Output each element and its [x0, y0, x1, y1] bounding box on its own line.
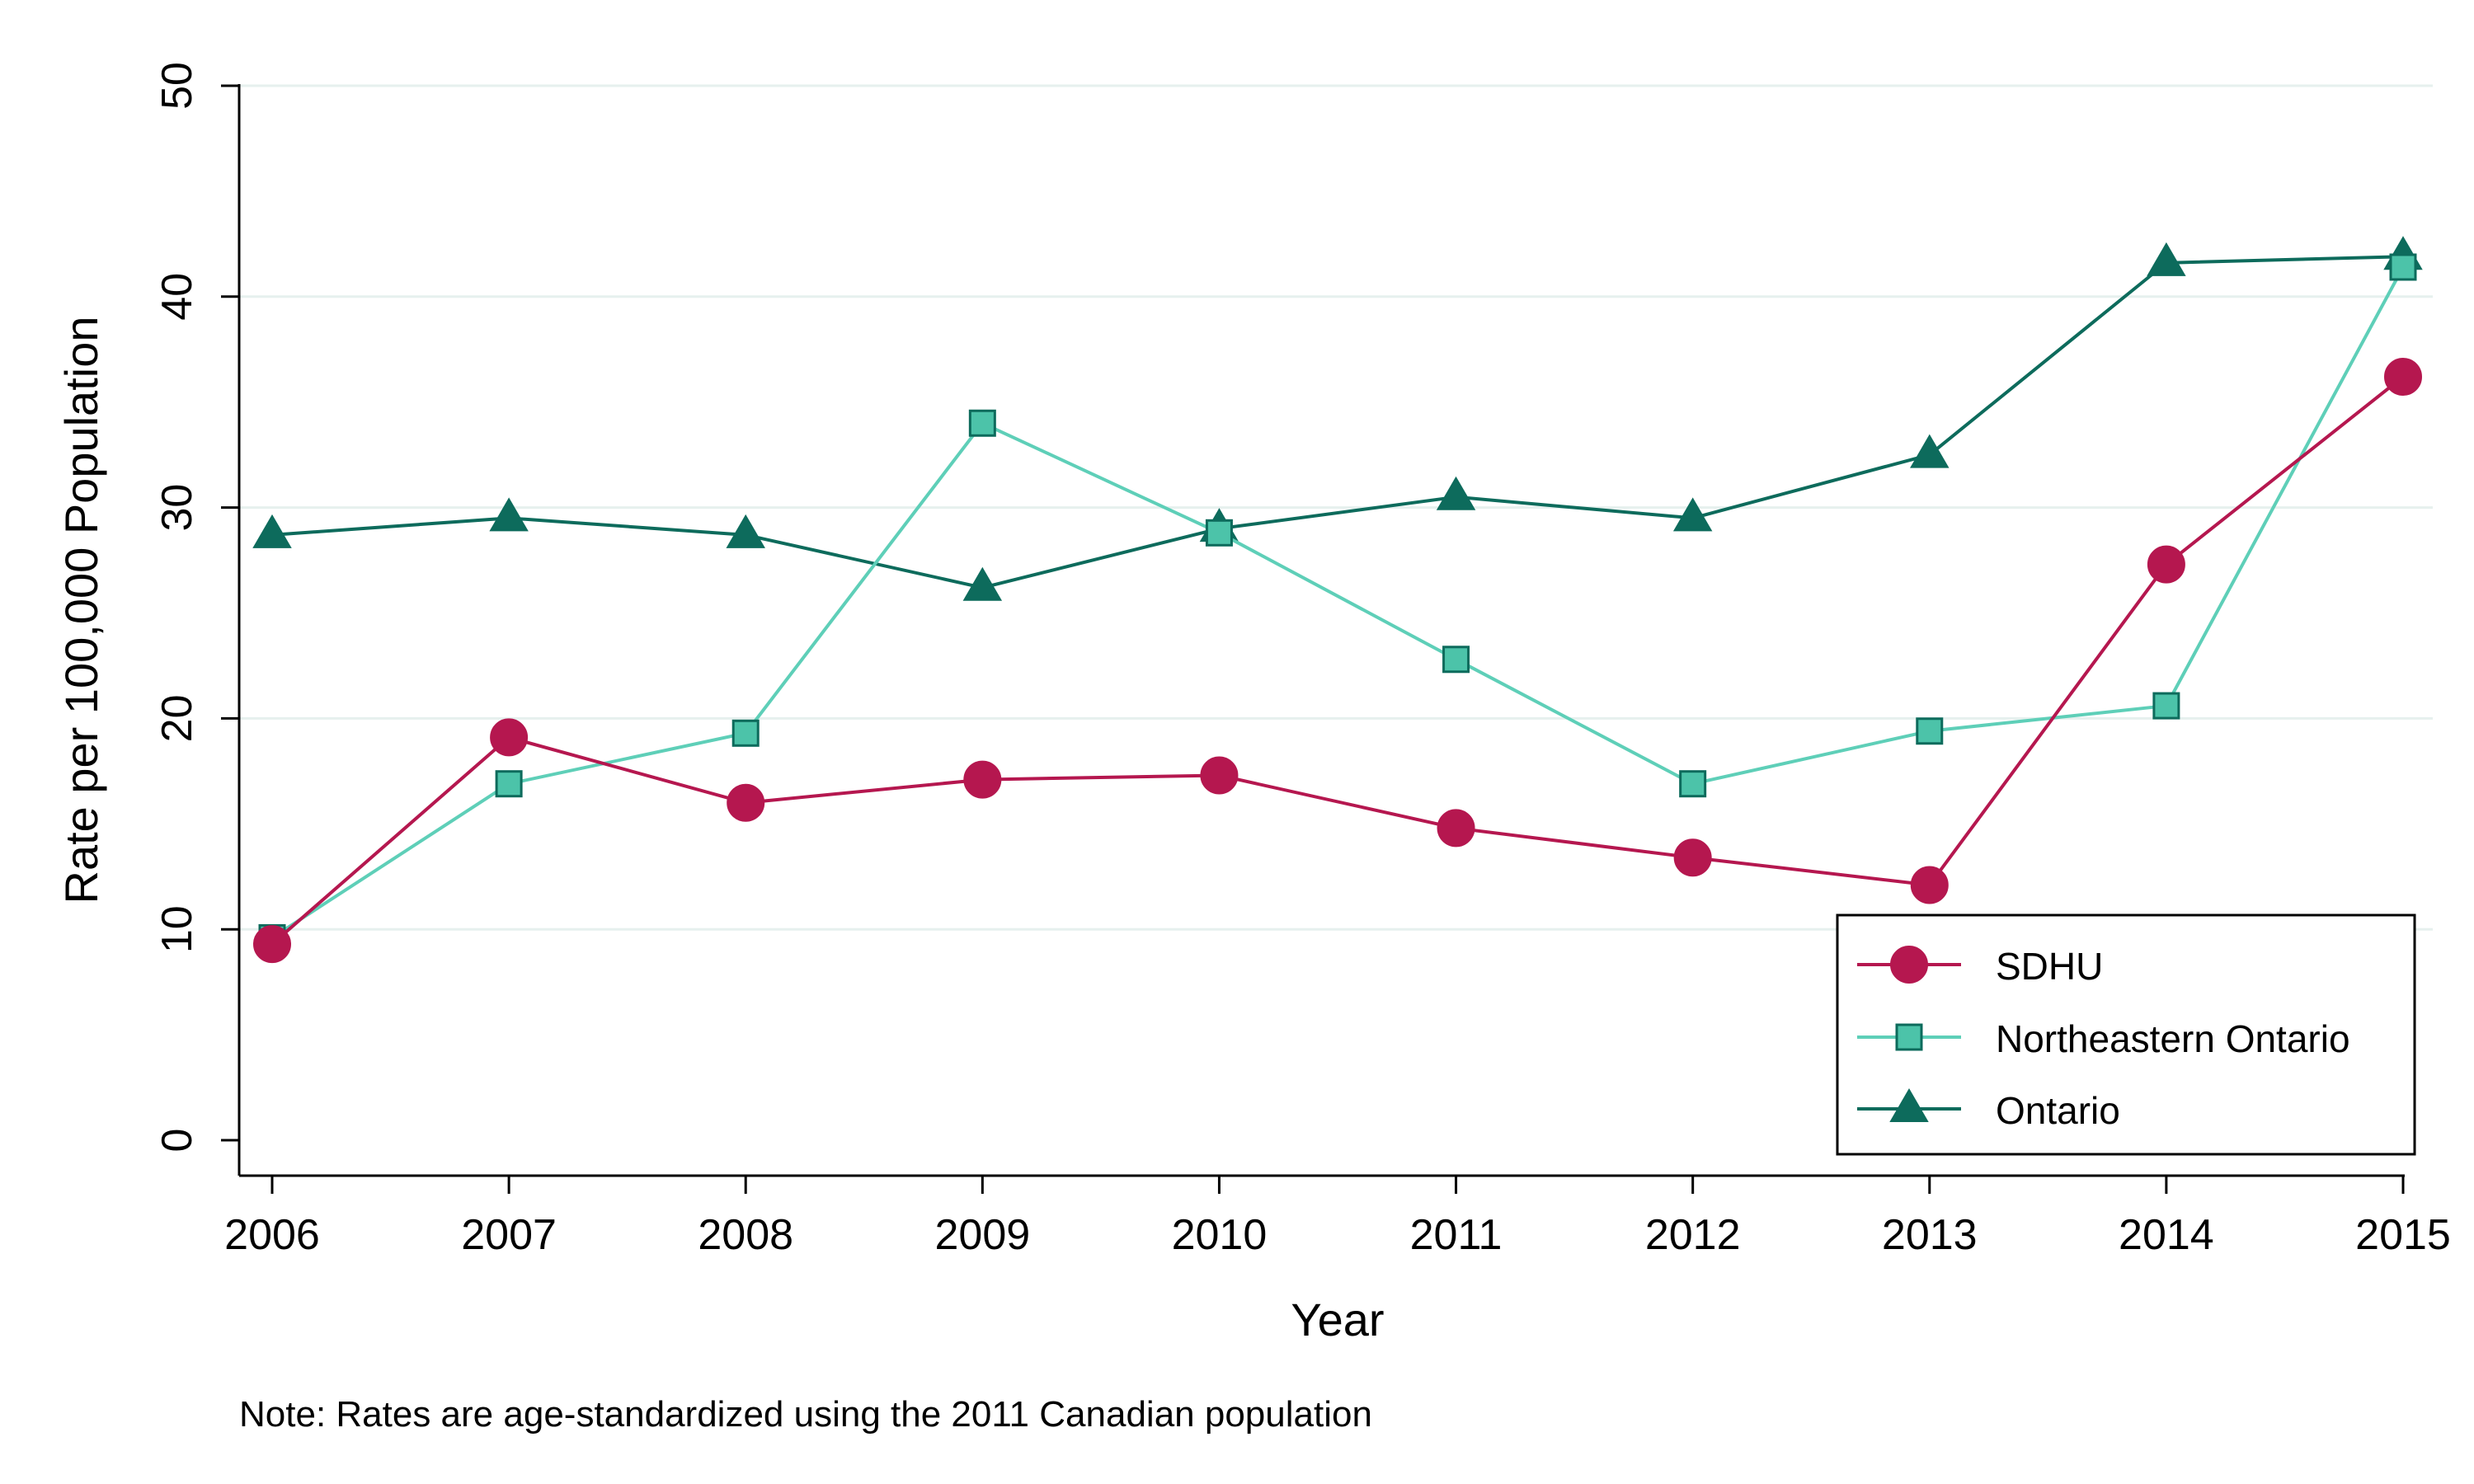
data-point-northeastern-ontario-2013 — [1916, 717, 1944, 745]
y-tick-label-40: 40 — [153, 273, 201, 321]
data-point-ontario-2014 — [2147, 242, 2186, 276]
x-tick-label-2013: 2013 — [1882, 1211, 1978, 1259]
y-axis-title: Rate per 100,000 Population — [55, 317, 107, 904]
data-point-ontario-2013 — [1910, 434, 1950, 468]
data-point-ontario-2008 — [726, 514, 765, 548]
x-tick-label-2008: 2008 — [698, 1211, 793, 1259]
data-point-sdhu-2008 — [727, 783, 765, 822]
legend-label-sdhu: SDHU — [1996, 945, 2103, 988]
data-point-northeastern-ontario-2015 — [2389, 253, 2417, 281]
data-point-northeastern-ontario-2011 — [1442, 646, 1470, 674]
legend-box — [1836, 913, 2416, 1156]
y-tick-label-20: 20 — [153, 694, 201, 742]
data-point-sdhu-2014 — [2147, 545, 2185, 584]
legend-marker-sdhu — [1890, 946, 1928, 984]
legend-label-northeastern-ontario: Northeastern Ontario — [1996, 1017, 2350, 1060]
x-tick-label-2012: 2012 — [1645, 1211, 1741, 1259]
data-point-ontario-2012 — [1672, 497, 1713, 532]
data-point-ontario-2006 — [252, 514, 292, 548]
data-point-sdhu-2006 — [253, 925, 291, 964]
data-point-northeastern-ontario-2007 — [495, 770, 523, 798]
y-tick-label-30: 30 — [153, 484, 201, 532]
data-point-ontario-2009 — [962, 566, 1003, 601]
x-tick-label-2015: 2015 — [2355, 1211, 2451, 1259]
data-point-northeastern-ontario-2012 — [1679, 770, 1707, 798]
y-tick-label-0: 0 — [153, 1129, 201, 1153]
x-tick-label-2009: 2009 — [934, 1211, 1030, 1259]
data-point-northeastern-ontario-2014 — [2152, 692, 2180, 720]
x-tick-label-2006: 2006 — [224, 1211, 320, 1259]
x-tick-label-2014: 2014 — [2119, 1211, 2214, 1259]
x-tick-label-2007: 2007 — [461, 1211, 557, 1259]
data-point-sdhu-2012 — [1673, 838, 1712, 877]
data-point-ontario-2007 — [489, 497, 529, 532]
data-point-northeastern-ontario-2009 — [968, 409, 996, 437]
data-point-northeastern-ontario-2008 — [731, 719, 760, 747]
x-axis-title: Year — [1291, 1294, 1384, 1345]
data-point-sdhu-2011 — [1437, 809, 1475, 848]
legend-label-ontario: Ontario — [1996, 1089, 2120, 1132]
y-tick-label-50: 50 — [153, 62, 201, 110]
legend-entries: SDHU Northeastern Ontario Ontario — [1857, 945, 2350, 1132]
data-point-sdhu-2015 — [2384, 358, 2422, 397]
series-line-northeastern-ontario — [270, 266, 2405, 940]
series-sdhu — [253, 358, 2422, 964]
footnote: Note: Rates are age-standardized using t… — [239, 1394, 1372, 1435]
x-tick-label-2010: 2010 — [1172, 1211, 1268, 1259]
series-line-ontario — [271, 255, 2404, 589]
legend: SDHU Northeastern Ontario Ontario — [1836, 913, 2416, 1156]
data-point-sdhu-2013 — [1910, 866, 1949, 904]
y-tick-label-10: 10 — [153, 905, 201, 953]
plot-series — [252, 236, 2423, 964]
data-point-ontario-2011 — [1436, 476, 1476, 510]
axes: 0 10 20 30 40 50 2006 2007 2008 2009 2010 2011 2012 2… — [153, 62, 2451, 1259]
data-point-northeastern-ontario-2010 — [1205, 519, 1233, 547]
data-point-sdhu-2010 — [1200, 756, 1239, 795]
series-line-sdhu — [270, 375, 2405, 946]
data-point-sdhu-2009 — [963, 760, 1002, 799]
series-ontario — [252, 236, 2423, 601]
x-tick-label-2011: 2011 — [1410, 1211, 1503, 1259]
legend-marker-ontario — [1889, 1088, 1929, 1122]
data-point-sdhu-2007 — [490, 718, 529, 757]
legend-marker-northeastern-ontario — [1895, 1023, 1923, 1051]
